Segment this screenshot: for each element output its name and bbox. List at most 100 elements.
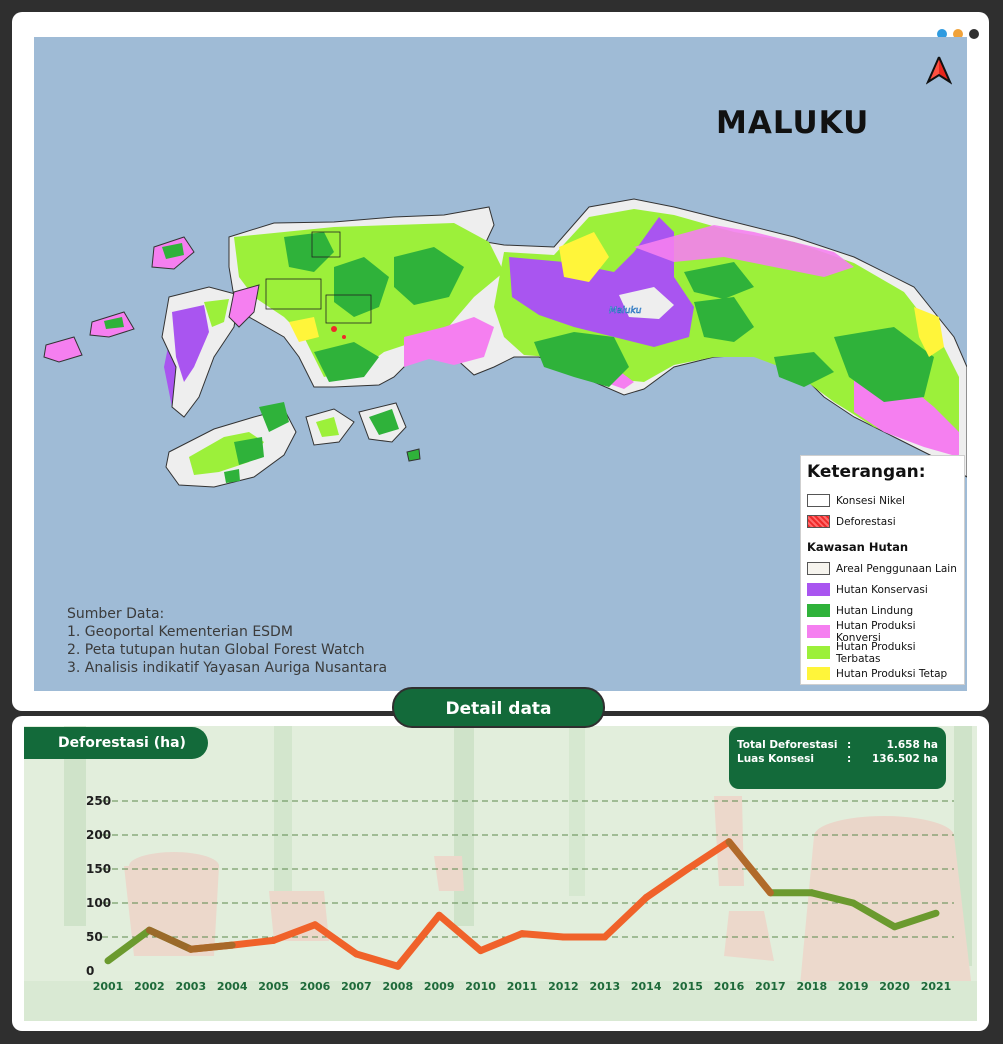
deforestation-line-chart: 0 50 100 150 200 250 2001 2002 2003 2004 2005 2006… <box>86 794 954 993</box>
stat-total: Total Deforestasi : 1.658 ha <box>737 739 938 753</box>
map-canvas[interactable]: Maluku <box>34 37 967 691</box>
series-segment-2010 <box>477 930 526 955</box>
legend-item-hutan-produksi-konversi: Hutan Produksi Konversi <box>807 619 958 644</box>
y-tick-label: 250 <box>86 794 111 808</box>
window-dot-dark[interactable] <box>969 29 979 39</box>
series-segment-2008 <box>394 911 443 970</box>
x-tick-label: 2012 <box>548 980 579 993</box>
series-segment-2009 <box>435 911 485 955</box>
x-axis-ticks: 2001 2002 2003 2004 2005 2006 2007 2008 2009 2010… <box>93 980 952 993</box>
chart-panel: 0 50 100 150 200 250 2001 2002 2003 2004 2005 2006… <box>12 716 989 1031</box>
x-tick-label: 2005 <box>258 980 289 993</box>
source-item: 3. Analisis indikatif Yayasan Auriga Nus… <box>67 660 388 676</box>
y-axis-ticks: 0 50 100 150 200 250 <box>86 794 111 978</box>
series-segment-2015 <box>684 838 733 873</box>
x-tick-label: 2020 <box>879 980 910 993</box>
y-tick-label: 50 <box>86 930 103 944</box>
legend-label: Hutan Lindung <box>836 604 914 617</box>
x-tick-label: 2002 <box>134 980 165 993</box>
legend-item-deforestasi: Deforestasi <box>807 511 958 532</box>
stat-total-value: 1.658 ha <box>886 739 938 751</box>
map-panel: Maluku MALUKU Sumber Data: 1. Geoportal … <box>12 12 989 711</box>
islands-south <box>165 402 421 488</box>
x-tick-label: 2018 <box>796 980 827 993</box>
x-tick-label: 2016 <box>714 980 745 993</box>
deforestation-series <box>104 838 940 970</box>
legend-swatch <box>807 604 830 617</box>
x-tick-label: 2004 <box>217 980 248 993</box>
x-tick-label: 2019 <box>838 980 869 993</box>
y-tick-label: 100 <box>86 896 111 910</box>
legend-swatch <box>807 494 830 507</box>
x-tick-label: 2011 <box>507 980 538 993</box>
stat-separator: : <box>847 753 852 765</box>
legend-subtitle: Kawasan Hutan <box>807 540 909 554</box>
x-tick-label: 2007 <box>341 980 372 993</box>
source-item: 2. Peta tutupan hutan Global Forest Watc… <box>67 642 365 658</box>
x-tick-label: 2013 <box>589 980 620 993</box>
detail-data-button[interactable]: Detail data <box>392 687 605 728</box>
legend-label: Hutan Produksi Konversi <box>836 619 916 644</box>
legend-item-hutan-produksi-tetap: Hutan Produksi Tetap <box>807 663 958 684</box>
legend-label: Deforestasi <box>836 515 896 528</box>
legend-swatch <box>807 667 830 680</box>
map-area[interactable]: Maluku MALUKU Sumber Data: 1. Geoportal … <box>34 37 967 691</box>
series-segment-2001 <box>104 926 153 965</box>
legend-item-apl: Areal Penggunaan Lain <box>807 558 958 579</box>
legend-label: Hutan Produksi Tetap <box>836 667 948 680</box>
legend-item-hutan-lindung: Hutan Lindung <box>807 600 958 621</box>
y-tick-label: 200 <box>86 828 111 842</box>
map-place-label: Maluku <box>609 306 642 316</box>
series-segment-2020 <box>891 909 940 931</box>
x-tick-label: 2009 <box>424 980 455 993</box>
legend-label: Hutan Konservasi <box>836 583 928 596</box>
north-arrow-icon <box>926 56 952 85</box>
x-tick-label: 2001 <box>93 980 124 993</box>
map-title: MALUKU <box>716 105 870 141</box>
y-tick-label: 150 <box>86 862 111 876</box>
series-segment-2014 <box>642 865 692 902</box>
stat-separator: : <box>847 739 852 751</box>
window-dot-orange[interactable] <box>953 29 963 39</box>
x-tick-label: 2003 <box>175 980 206 993</box>
source-item: 1. Geoportal Kementerian ESDM <box>67 624 293 640</box>
window-dot-blue[interactable] <box>937 29 947 39</box>
legend-item-konsesi-nikel: Konsesi Nikel <box>807 490 958 511</box>
x-tick-label: 2017 <box>755 980 786 993</box>
legend-title: Keterangan: <box>807 462 926 482</box>
legend-swatch <box>807 625 830 638</box>
x-tick-label: 2010 <box>465 980 496 993</box>
y-tick-label: 0 <box>86 964 94 978</box>
islands-west <box>43 236 260 418</box>
series-segment-2013 <box>601 894 650 941</box>
legend-label: Areal Penggunaan Lain <box>836 562 957 575</box>
map-legend: Keterangan: Konsesi Nikel Deforestasi Ka… <box>800 455 965 685</box>
series-segment-2019 <box>849 899 899 931</box>
series-segment-2018 <box>808 889 857 907</box>
x-tick-label: 2006 <box>300 980 331 993</box>
chart-grid <box>102 800 954 938</box>
chart-area: 0 50 100 150 200 250 2001 2002 2003 2004 2005 2006… <box>24 726 977 1021</box>
legend-swatch <box>807 562 830 575</box>
stat-total-label: Total Deforestasi <box>737 739 838 751</box>
legend-swatch <box>807 515 830 528</box>
series-segment-2006 <box>311 921 360 958</box>
stats-summary: Total Deforestasi : 1.658 ha Luas Konses… <box>729 727 946 789</box>
legend-swatch <box>807 583 830 596</box>
stat-area-value: 136.502 ha <box>871 753 938 765</box>
x-tick-label: 2008 <box>382 980 413 993</box>
series-segment-2004 <box>228 936 278 949</box>
series-segment-2005 <box>270 921 319 944</box>
series-segment-2011 <box>518 930 567 941</box>
series-transition-segment <box>145 926 195 953</box>
x-tick-label: 2014 <box>631 980 662 993</box>
data-sources: Sumber Data: 1. Geoportal Kementerian ES… <box>67 605 387 677</box>
series-transition-segment <box>187 941 236 953</box>
legend-item-hutan-produksi-terbatas: Hutan Produksi Terbatas <box>807 641 958 665</box>
chart-title: Deforestasi (ha) <box>24 727 208 759</box>
stat-area: Luas Konsesi : 136.502 ha <box>737 753 938 767</box>
series-segment-2007 <box>352 950 402 970</box>
legend-item-hutan-konservasi: Hutan Konservasi <box>807 579 958 600</box>
island-main <box>164 198 967 478</box>
